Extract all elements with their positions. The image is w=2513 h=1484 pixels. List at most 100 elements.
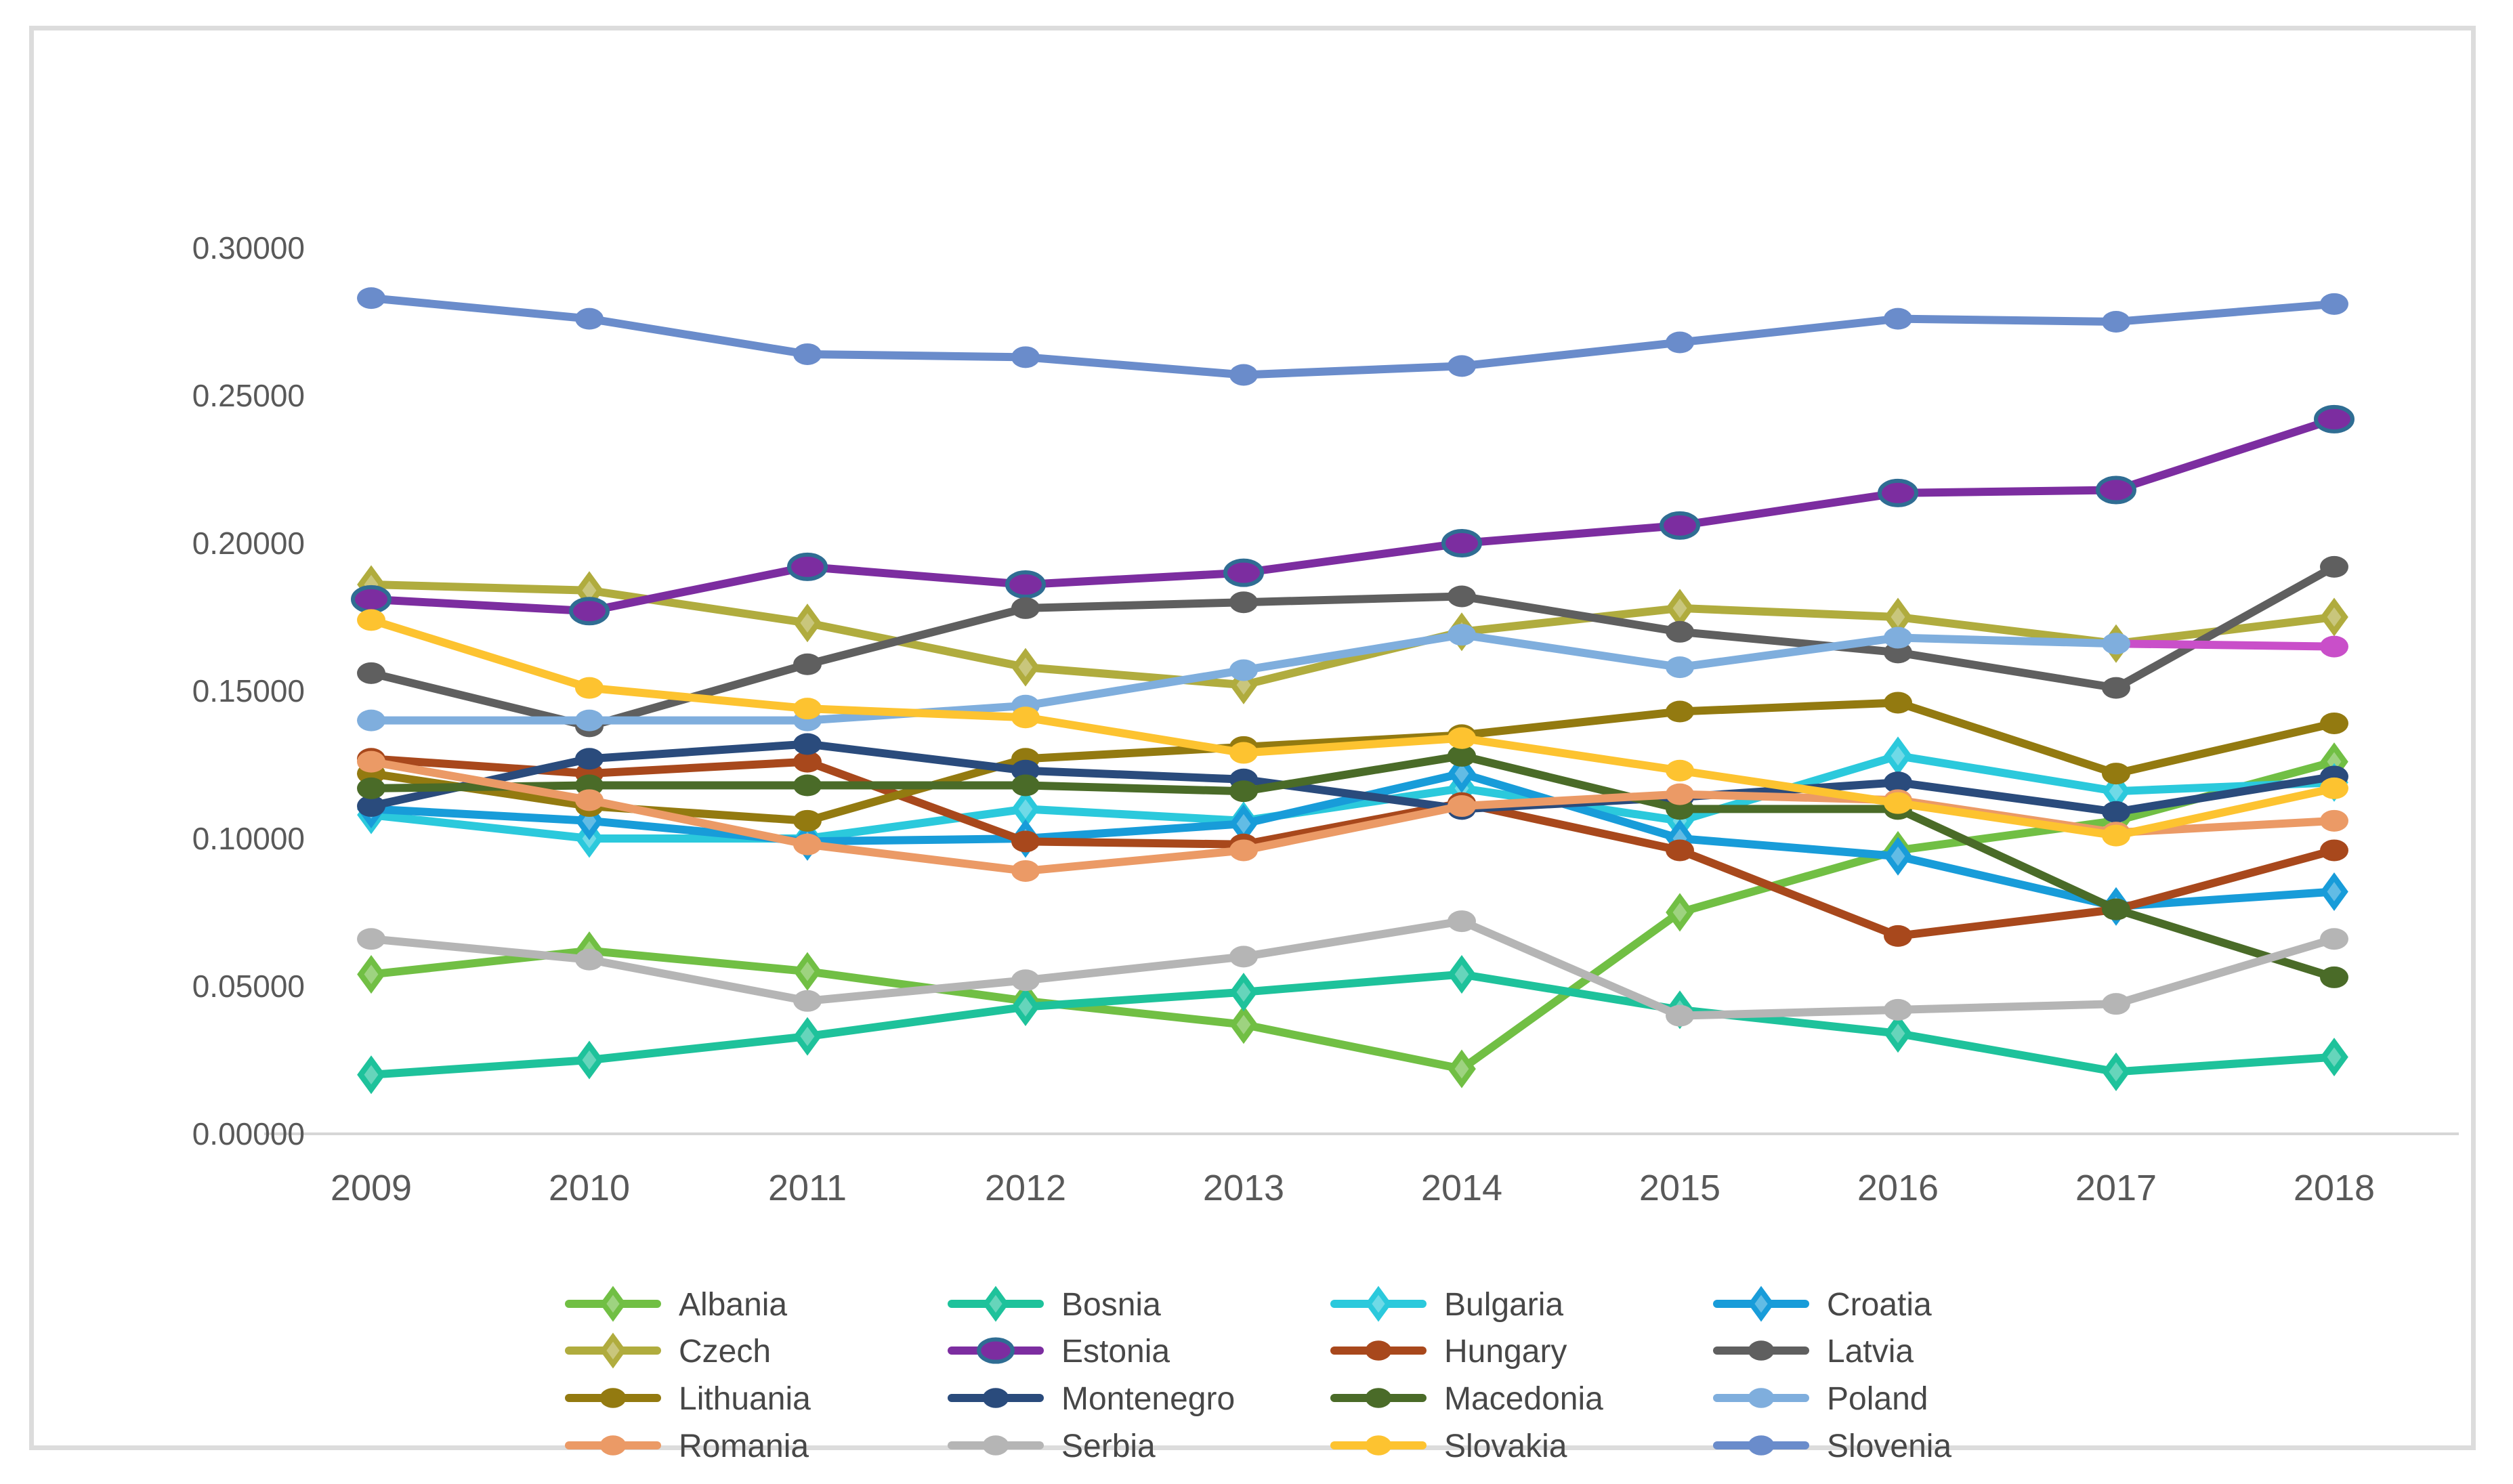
y-axis-tick-label: 0.20000	[192, 526, 305, 561]
legend-label-poland: Poland	[1827, 1381, 1928, 1417]
marker-serbia	[357, 928, 385, 950]
marker-estonia	[569, 597, 610, 626]
y-axis-tick-label: 0.05000	[192, 969, 305, 1004]
marker-slovakia	[1448, 727, 1476, 749]
marker-montenegro	[982, 1388, 1009, 1408]
marker-inner	[2327, 1047, 2342, 1067]
marker-lithuania	[1666, 700, 1694, 723]
marker-slovenia	[2102, 311, 2130, 333]
marker-inner	[1018, 997, 1033, 1017]
marker-serbia	[2102, 993, 2130, 1015]
marker-inner	[1672, 598, 1687, 618]
x-axis-year-label: 2018	[2294, 1168, 2375, 1208]
x-axis-year-label: 2014	[1421, 1168, 1502, 1208]
marker-inner	[1891, 846, 1905, 866]
marker-latvia	[357, 662, 385, 684]
marker-inner	[364, 1065, 379, 1085]
marker-inner	[1891, 1023, 1905, 1044]
marker-serbia	[1448, 910, 1476, 933]
marker-romania	[2320, 809, 2348, 832]
x-axis-year-label: 2017	[2075, 1168, 2157, 1208]
marker-inner	[800, 613, 815, 633]
marker-bosnia	[1229, 973, 1258, 1012]
marker-hungary	[1884, 925, 1912, 947]
marker-slovenia	[1748, 1435, 1775, 1456]
marker-macedonia	[1229, 780, 1258, 803]
marker-macedonia	[1448, 744, 1476, 767]
series-line-slovakia	[367, 616, 2338, 840]
marker-hungary	[1011, 830, 1040, 853]
marker-albania	[357, 955, 385, 994]
series-line-bulgaria	[367, 751, 2338, 843]
marker-poland	[1748, 1388, 1775, 1408]
legend-label-slovenia: Slovenia	[1827, 1428, 1951, 1464]
marker-inner	[800, 961, 815, 981]
marker-slovenia	[1229, 364, 1258, 386]
y-axis-tick-label: 0.30000	[192, 230, 305, 266]
marker-poland	[1448, 624, 1476, 646]
marker-inner	[364, 964, 379, 984]
marker-poland	[1884, 627, 1912, 649]
marker-czech	[599, 1332, 627, 1369]
marker-slovenia	[793, 343, 822, 365]
legend-label-serbia: Serbia	[1061, 1428, 1156, 1464]
marker-serbia	[1011, 969, 1040, 992]
marker-poland	[2102, 633, 2130, 655]
marker-estonia	[977, 1337, 1015, 1364]
marker-inner	[2109, 781, 2124, 801]
marker-estonia	[2096, 475, 2136, 505]
marker-montenegro	[2102, 801, 2130, 823]
marker-hungary	[1365, 1340, 1392, 1361]
legend-label-albania: Albania	[679, 1287, 787, 1323]
x-axis-year-label: 2013	[1203, 1168, 1284, 1208]
marker-serbia	[1666, 1004, 1694, 1027]
x-axis-year-label: 2012	[985, 1168, 1066, 1208]
marker-macedonia	[793, 774, 822, 797]
marker-lithuania	[793, 809, 822, 832]
marker-inner	[1236, 982, 1251, 1002]
series-line-bosnia	[367, 970, 2338, 1079]
marker-slovakia	[1884, 792, 1912, 814]
marker-slovakia	[2320, 777, 2348, 799]
series-line-latvia	[367, 562, 2338, 731]
marker-serbia	[793, 990, 822, 1012]
marker-albania	[1448, 1049, 1476, 1088]
marker-lithuania	[2320, 712, 2348, 734]
marker-inner	[2327, 882, 2342, 902]
marker-latvia	[1666, 620, 1694, 643]
series-line-estonia	[367, 415, 2338, 616]
marker-bosnia	[982, 1286, 1009, 1322]
legend-label-bosnia: Bosnia	[1061, 1287, 1161, 1323]
marker-inner	[606, 1341, 620, 1360]
series-line-macedonia	[367, 751, 2338, 981]
marker-slovakia	[357, 609, 385, 631]
marker-romania	[357, 750, 385, 773]
marker-lithuania	[2102, 763, 2130, 785]
x-axis-year-label: 2010	[549, 1168, 630, 1208]
marker-latvia	[2102, 677, 2130, 699]
marker-serbia	[1229, 946, 1258, 968]
marker-slovenia	[575, 308, 604, 330]
marker-poland	[575, 709, 604, 732]
marker-bosnia	[575, 1040, 604, 1080]
marker-hungary	[2320, 839, 2348, 862]
marker-slovakia	[1229, 742, 1258, 764]
marker-latvia	[1748, 1340, 1775, 1361]
marker-macedonia	[357, 777, 385, 799]
marker-bulgaria	[1365, 1286, 1392, 1322]
marker-macedonia	[1011, 774, 1040, 797]
x-axis-year-label: 2016	[1857, 1168, 1939, 1208]
marker-estonia	[1878, 478, 1918, 507]
legend-label-latvia: Latvia	[1827, 1334, 1914, 1370]
series-line-poland-highlight	[2112, 639, 2338, 651]
series-line-czech	[367, 580, 2338, 690]
marker-inner	[1018, 799, 1033, 819]
marker-inner	[1891, 746, 1905, 766]
marker-romania	[1229, 839, 1258, 862]
marker-macedonia	[1365, 1388, 1392, 1408]
marker-slovakia	[1011, 706, 1040, 729]
marker-inner	[1454, 964, 1469, 984]
marker-poland	[357, 709, 385, 732]
series-line-lithuania	[367, 698, 2338, 825]
marker-estonia	[1223, 558, 1264, 587]
